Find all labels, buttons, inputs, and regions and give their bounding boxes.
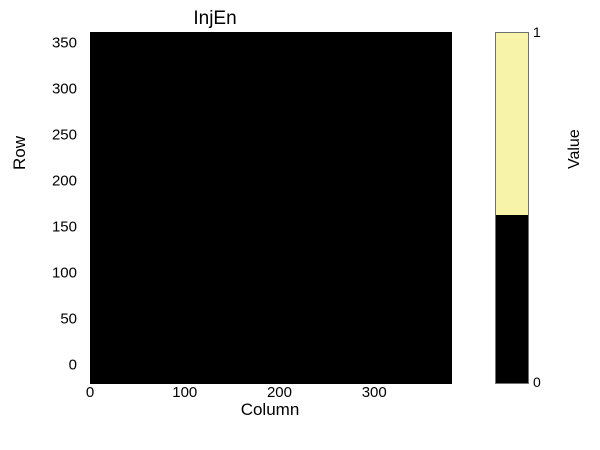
y-tick-250: 250 bbox=[32, 126, 77, 143]
y-axis-ticks: 0 50 100 150 200 250 300 350 bbox=[30, 32, 85, 382]
x-tick-100: 100 bbox=[172, 384, 197, 401]
x-tick-300: 300 bbox=[362, 384, 387, 401]
y-tick-0: 0 bbox=[32, 357, 77, 374]
y-tick-200: 200 bbox=[32, 172, 77, 189]
colorbar-gradient[interactable] bbox=[495, 32, 529, 384]
y-tick-300: 300 bbox=[32, 80, 77, 97]
y-axis-label: Row bbox=[10, 150, 30, 170]
y-tick-50: 50 bbox=[32, 310, 77, 327]
colorbar[interactable]: 1 0 bbox=[495, 32, 527, 382]
y-tick-100: 100 bbox=[32, 264, 77, 281]
heatmap-figure: InjEn Row Column 0 50 100 150 200 250 30… bbox=[0, 0, 600, 450]
x-axis-ticks: 0 100 200 300 bbox=[90, 384, 450, 400]
colorbar-axis-label: Value bbox=[566, 149, 584, 169]
colorbar-tick-max: 1 bbox=[533, 24, 541, 40]
x-tick-0: 0 bbox=[86, 384, 94, 401]
heatmap-plot-area[interactable] bbox=[90, 32, 452, 384]
x-axis-label: Column bbox=[90, 400, 450, 420]
y-tick-350: 350 bbox=[32, 34, 77, 51]
colorbar-tick-min: 0 bbox=[533, 374, 541, 390]
chart-title: InjEn bbox=[0, 8, 430, 30]
x-tick-200: 200 bbox=[267, 384, 292, 401]
y-tick-150: 150 bbox=[32, 218, 77, 235]
